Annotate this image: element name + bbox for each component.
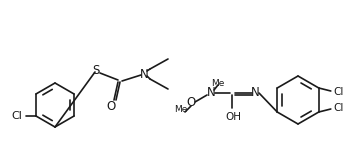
Text: OH: OH bbox=[225, 112, 241, 122]
Text: N: N bbox=[207, 87, 215, 100]
Text: S: S bbox=[92, 65, 100, 78]
Text: N: N bbox=[140, 68, 149, 81]
Text: N: N bbox=[251, 87, 259, 100]
Text: Cl: Cl bbox=[334, 87, 344, 97]
Text: O: O bbox=[106, 100, 115, 114]
Text: Cl: Cl bbox=[334, 103, 344, 113]
Text: O: O bbox=[186, 95, 196, 108]
Text: Me: Me bbox=[211, 79, 225, 89]
Text: Me: Me bbox=[174, 106, 188, 114]
Text: Cl: Cl bbox=[11, 111, 22, 121]
